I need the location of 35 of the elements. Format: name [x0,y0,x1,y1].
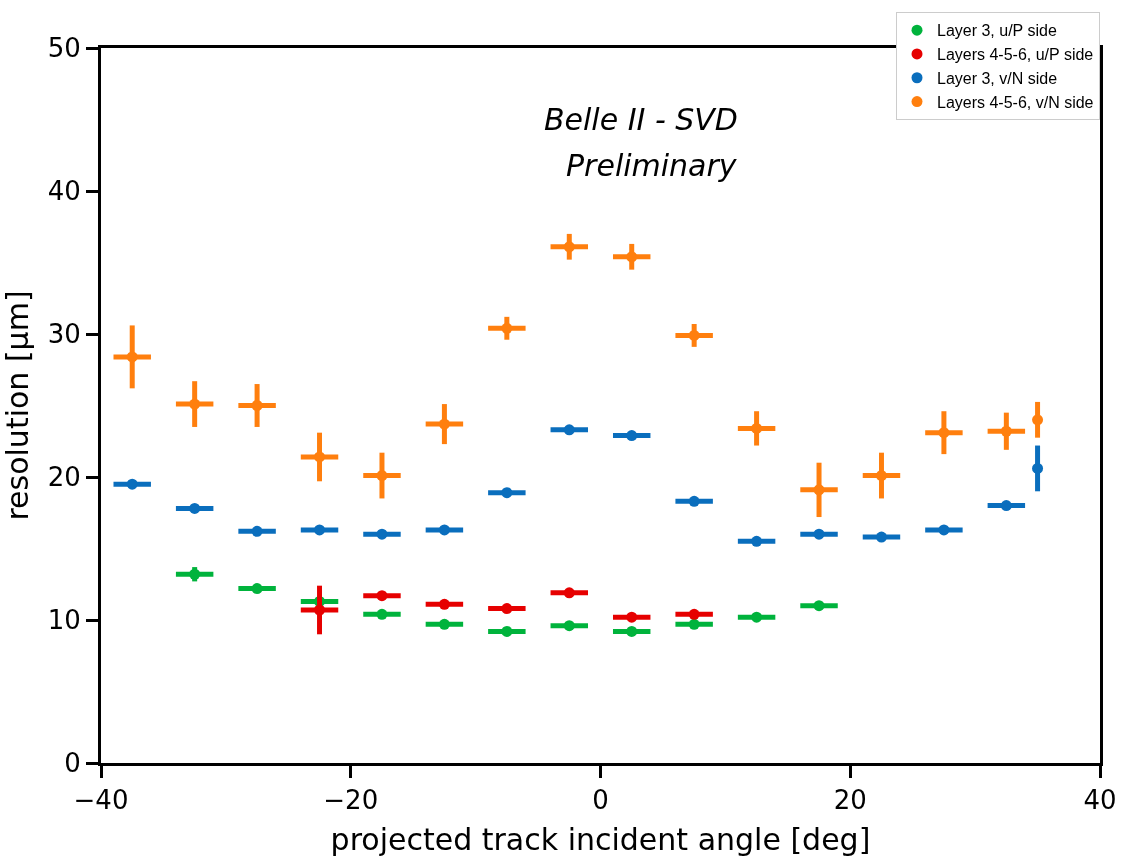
point [314,451,326,463]
y-tick-label: 0 [64,748,81,779]
point [563,241,575,253]
legend-label: Layers 4-5-6, v/N side [937,93,1094,111]
point [126,351,138,363]
point [751,422,763,434]
y-tick-label: 50 [47,33,81,64]
y-tick-label: 30 [47,319,81,350]
annotation: Preliminary [566,148,738,183]
point [438,418,450,430]
point [501,322,513,334]
x-tick-label: 40 [1083,785,1117,816]
annotation: Belle II - SVD [544,102,738,137]
point [626,251,638,263]
point [189,398,201,410]
point [1000,425,1012,437]
point [314,604,326,616]
point [251,400,263,411]
x-tick-label: −40 [73,785,129,816]
y-tick-label: 40 [47,176,81,207]
point [688,329,700,341]
legend-label: Layers 4-5-6, u/P side [937,46,1094,64]
x-tick-label: −20 [323,785,379,816]
x-tick-label: 0 [592,785,609,816]
x-tick-label: 20 [833,785,867,816]
legend-label: Layer 3, v/N side [937,69,1058,87]
y-tick-label: 10 [47,605,81,636]
point [938,427,950,439]
point [875,470,887,482]
y-axis-title: resolution [μm] [0,290,35,521]
y-tick-label: 20 [47,462,81,493]
point [813,484,825,496]
legend-label: Layer 3, u/P side [937,22,1057,40]
x-axis-title: projected track incident angle [deg] [330,821,871,857]
point [376,470,388,482]
